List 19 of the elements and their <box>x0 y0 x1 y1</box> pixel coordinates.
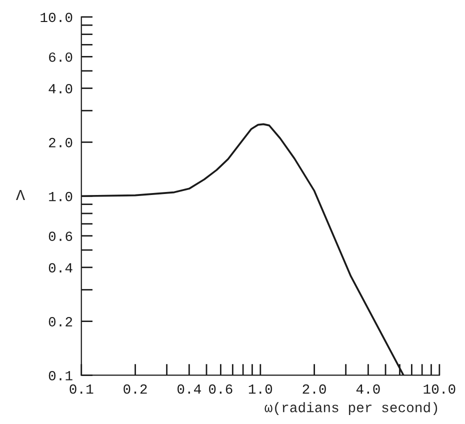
y-tick-label: 10.0 <box>40 12 72 22</box>
x-tick-label: 1.0 <box>248 384 272 394</box>
y-tick-label: 0.6 <box>48 232 72 242</box>
x-tick-label: 0.1 <box>70 384 94 394</box>
x-tick-label: 2.0 <box>302 384 326 394</box>
y-tick-label: 4.0 <box>48 84 72 94</box>
x-axis-title: ω(radians per second) <box>264 402 438 416</box>
y-tick-label: 0.2 <box>48 317 72 326</box>
y-tick-label: 2.0 <box>49 138 72 148</box>
y-tick-label: 1.0 <box>49 192 72 202</box>
y-tick-label: 6.0 <box>49 52 72 62</box>
y-tick-label: 0.1 <box>48 370 72 380</box>
x-tick-label: 4.0 <box>356 384 380 394</box>
y-axis-title: Λ <box>16 190 26 200</box>
x-tick-label: 0.2 <box>124 384 147 394</box>
y-tick-label: 0.4 <box>48 263 72 273</box>
x-tick-label: 10.0 <box>424 384 456 394</box>
x-tick-label: 0.6 <box>209 384 232 394</box>
x-tick-label: 0.4 <box>178 384 201 394</box>
